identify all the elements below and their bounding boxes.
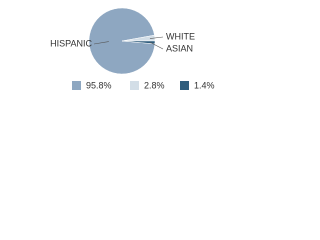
legend-swatch — [130, 81, 139, 90]
slice-label: HISPANIC — [50, 38, 92, 48]
legend-swatch — [72, 81, 81, 90]
pie-slice — [88, 7, 156, 75]
chart: HISPANIC WHITE ASIAN 95.8% 2.8% 1.4% — [50, 7, 215, 90]
legend-label: 2.8% — [144, 80, 165, 90]
pie-slice — [121, 40, 156, 45]
legend-swatch — [180, 81, 189, 90]
legend-label: 95.8% — [86, 80, 112, 90]
slice-label: ASIAN — [166, 43, 193, 53]
leader-line — [149, 41, 164, 50]
leader-line — [149, 36, 164, 39]
leader-line — [93, 41, 109, 45]
legend-label: 1.4% — [194, 80, 215, 90]
slice-label: WHITE — [166, 31, 195, 41]
